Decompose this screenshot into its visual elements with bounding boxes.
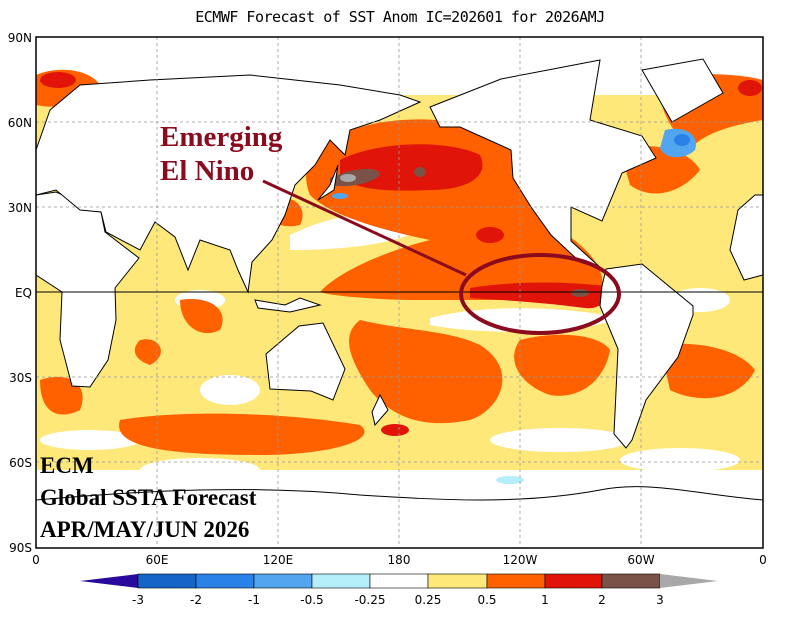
colorbar-high-tip	[660, 574, 718, 588]
lat-label: 60S	[9, 456, 32, 470]
colorbar-label: 3	[656, 593, 664, 607]
colorbar-segment	[137, 573, 197, 589]
info-line3: APR/MAY/JUN 2026	[40, 517, 249, 542]
west-africa	[729, 194, 763, 281]
colorbar-segment	[369, 573, 429, 589]
new-zealand	[371, 393, 389, 427]
anomaly-very-strong-warm	[330, 167, 589, 297]
lat-label: 90N	[8, 31, 32, 45]
colorbar: -3 -2 -1 -0.5 -0.25 0.25 0.5 1 2 3	[80, 573, 718, 607]
longitude-axis: 0 60E 120E 180 120W 60W 0	[32, 553, 767, 567]
info-line2: Global SSTA Forecast	[40, 485, 257, 510]
lat-label: 30S	[9, 371, 32, 385]
map-frame	[35, 36, 764, 549]
lat-label: 60N	[8, 116, 32, 130]
annotation-line1: Emerging	[160, 121, 283, 153]
anomaly-strong-warm	[40, 72, 762, 436]
colorbar-low-tip	[80, 574, 138, 588]
colorbar-segment	[311, 573, 371, 589]
north-america	[429, 59, 657, 270]
colorbar-label: 1	[541, 593, 549, 607]
colorbar-label: -0.5	[300, 593, 323, 607]
info-line1: ECM	[40, 453, 94, 478]
map-title: ECMWF Forecast of SST Anom IC=202601 for…	[195, 8, 605, 26]
annotation-ellipse	[459, 253, 621, 335]
colorbar-label: -1	[248, 593, 260, 607]
colorbar-label: -2	[190, 593, 202, 607]
colorbar-label: -3	[132, 593, 144, 607]
latitude-axis: 90N 60N 30N EQ 30S 60S 90S	[8, 31, 32, 555]
lon-label: 120W	[503, 553, 538, 567]
lon-label: 60E	[146, 553, 169, 567]
colorbar-label: 0.25	[415, 593, 442, 607]
antarctica	[36, 486, 763, 548]
lon-label: 120E	[263, 553, 294, 567]
lon-label: 0	[759, 553, 767, 567]
lat-label: 30N	[8, 201, 32, 215]
indonesia	[254, 297, 322, 313]
colorbar-label: 2	[598, 593, 606, 607]
el-nino-annotation: Emerging El Nino	[160, 121, 621, 335]
info-text: ECM Global SSTA Forecast APR/MAY/JUN 202…	[40, 453, 257, 542]
colorbar-segment	[195, 573, 255, 589]
colorbar-segment	[486, 573, 546, 589]
greenland	[641, 58, 724, 123]
lat-label: 90S	[9, 541, 32, 555]
japan	[317, 164, 339, 201]
lon-label: 60W	[627, 553, 654, 567]
lat-label: EQ	[15, 286, 32, 300]
south-america	[599, 263, 694, 449]
colorbar-label: 0.5	[477, 593, 496, 607]
colorbar-segment	[427, 573, 488, 589]
eurasia	[36, 74, 422, 294]
colorbar-segment	[544, 573, 603, 589]
anomaly-field	[36, 37, 763, 548]
anomaly-cool	[332, 128, 696, 484]
grid-lines	[36, 37, 763, 548]
lon-label: 180	[388, 553, 411, 567]
colorbar-segment	[601, 573, 661, 589]
colorbar-label: -0.25	[354, 593, 385, 607]
australia	[265, 322, 346, 401]
colorbar-segment	[253, 573, 313, 589]
annotation-line2: El Nino	[160, 155, 254, 187]
continents	[36, 58, 763, 548]
lon-label: 0	[32, 553, 40, 567]
annotation-arrow	[262, 179, 467, 277]
